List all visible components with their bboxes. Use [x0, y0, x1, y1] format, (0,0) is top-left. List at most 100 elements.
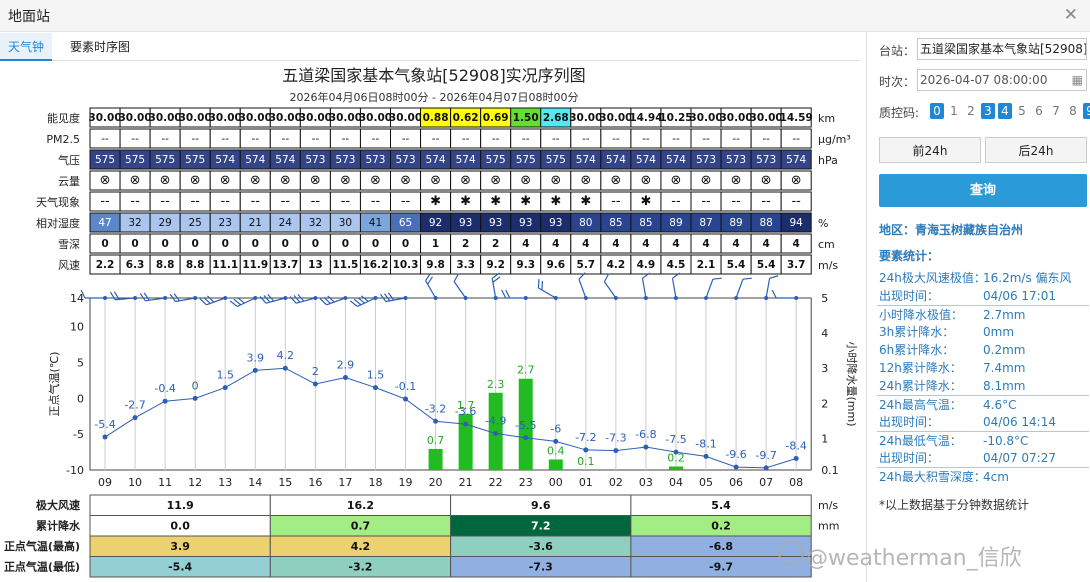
temp-point [102, 434, 108, 440]
cell-text-visibility: 30.00 [149, 112, 182, 124]
x-tick: 03 [639, 476, 653, 489]
cell-text-humidity: 87 [699, 217, 712, 229]
close-icon[interactable]: ✕ [1063, 5, 1078, 25]
cell-text-pressure: 574 [245, 154, 265, 166]
temp-label: 3.9 [247, 351, 265, 364]
cell-text-pressure: 574 [786, 154, 806, 166]
qc-code-5[interactable]: 5 [1018, 104, 1026, 118]
temp-point [312, 381, 318, 387]
cell-text-snow: 4 [793, 238, 800, 250]
chart-subtitle: 2026年04月06日08时00分 - 2026年04月07日08时00分 [290, 90, 579, 104]
temp-label: -3.2 [425, 402, 446, 415]
stats-cell-text: -5.4 [168, 561, 192, 574]
cell-text-wind: 11.5 [332, 259, 358, 271]
temp-label: -6 [550, 422, 561, 435]
qc-code-1[interactable]: 1 [950, 104, 958, 118]
cell-text-wind: 16.2 [363, 259, 389, 271]
cell-text-visibility: 30.00 [299, 112, 332, 124]
qc-code-3[interactable]: 3 [981, 103, 995, 119]
x-tick: 00 [549, 476, 563, 489]
qc-code-0[interactable]: 0 [930, 103, 944, 119]
wind-barb [603, 273, 618, 300]
wind-barb [139, 292, 168, 302]
qc-code-4[interactable]: 4 [998, 103, 1012, 119]
x-tick: 18 [368, 476, 382, 489]
cell-text-humidity: 89 [669, 217, 682, 229]
cell-text-wind: 6.3 [126, 259, 145, 271]
y-tick: -5 [73, 428, 84, 441]
cell-text-pm25: -- [191, 133, 199, 145]
temp-point [433, 418, 439, 424]
cell-text-snow: 4 [642, 238, 649, 250]
cell-text-weather: ✱ [460, 194, 471, 209]
stat-value: 0.2mm [983, 343, 1026, 357]
temp-point [162, 398, 168, 404]
tab-weather-clock[interactable]: 天气钟 [0, 33, 53, 61]
cell-text-visibility: 0.69 [483, 112, 509, 124]
stat-row: 3h累计降水： 0mm [877, 323, 1089, 341]
cell-text-pm25: -- [582, 133, 590, 145]
temp-label: 1.5 [367, 369, 385, 382]
cell-cloud [780, 170, 812, 191]
stat-row: 出现时间： 04/06 17:01 [877, 287, 1089, 305]
query-button[interactable]: 查询 [879, 174, 1087, 207]
stats-label: 正点气温(最高) [4, 539, 80, 553]
cell-text-cloud: ⊗ [761, 173, 772, 188]
cell-text-visibility: 14.59 [780, 112, 813, 124]
stat-value: -10.8°C [983, 434, 1029, 448]
cell-text-pressure: 574 [426, 154, 446, 166]
footnote: *以上数据基于分钟数据统计 [879, 498, 1030, 512]
row-label-pm25: PM2.5 [46, 133, 80, 146]
wind-barb [671, 272, 681, 300]
wind-barb [491, 272, 501, 300]
stat-value: 04/06 14:14 [983, 415, 1056, 429]
cell-text-pm25: -- [462, 133, 470, 145]
wind-barb [169, 293, 198, 303]
next-24h-button[interactable]: 后24h [985, 137, 1087, 163]
station-field[interactable]: 五道梁国家基本气象站[52908] [917, 38, 1087, 60]
cell-text-snow: 4 [522, 238, 529, 250]
stat-row: 出现时间： 04/07 07:27 [877, 449, 1089, 467]
cell-text-weather: ✱ [430, 194, 441, 209]
time-value: 2026-04-07 08:00:00 [920, 73, 1048, 87]
stats-cell-text: -3.2 [348, 561, 372, 574]
cell-text-snow: 4 [552, 238, 559, 250]
stat-key: 出现时间： [879, 451, 940, 465]
time-field[interactable]: 2026-04-07 08:00:00 ▦ [917, 69, 1087, 91]
precip-label: 0.1 [577, 455, 595, 468]
sidebar: 台站： 五道梁国家基本气象站[52908] 时次： 2026-04-07 08:… [866, 32, 1090, 582]
y-tick: -10 [66, 464, 84, 477]
y2-tick: 4 [821, 327, 828, 340]
cell-text-pressure: 575 [516, 154, 536, 166]
y-tick: 0 [77, 392, 84, 405]
cell-text-visibility: 30.00 [569, 112, 602, 124]
cell-text-pm25: -- [492, 133, 500, 145]
qc-code-9[interactable]: 9 [1083, 103, 1090, 119]
temp-label: 0 [192, 379, 199, 392]
cell-text-snow: 0 [402, 238, 409, 250]
cell-text-wind: 9.2 [486, 259, 505, 271]
prev-24h-button[interactable]: 前24h [879, 137, 981, 163]
precip-bar [548, 459, 563, 470]
cell-text-pressure: 575 [125, 154, 145, 166]
cell-text-humidity: 30 [339, 217, 352, 229]
qc-code-2[interactable]: 2 [967, 104, 975, 118]
cell-text-humidity: 47 [98, 217, 111, 229]
cell-text-snow: 0 [101, 238, 108, 250]
qc-code-8[interactable]: 8 [1069, 104, 1077, 118]
cell-text-cloud: ⊗ [130, 173, 141, 188]
cell-text-pm25: -- [402, 133, 410, 145]
tab-element-series[interactable]: 要素时序图 [70, 40, 131, 54]
row-label-cloud: 云量 [58, 175, 80, 188]
qc-code-7[interactable]: 7 [1052, 104, 1060, 118]
tab-bar: 天气钟 要素时序图 [0, 33, 860, 61]
cell-text-pm25: -- [792, 133, 800, 145]
cell-text-snow: 0 [131, 238, 138, 250]
cell-text-humidity: 25 [188, 217, 201, 229]
temp-label: -3.6 [455, 405, 476, 418]
qc-code-6[interactable]: 6 [1035, 104, 1043, 118]
cell-text-humidity: 85 [639, 217, 652, 229]
calendar-icon[interactable]: ▦ [1071, 73, 1083, 87]
cell-text-visibility: 30.00 [329, 112, 362, 124]
cell-text-snow: 4 [582, 238, 589, 250]
